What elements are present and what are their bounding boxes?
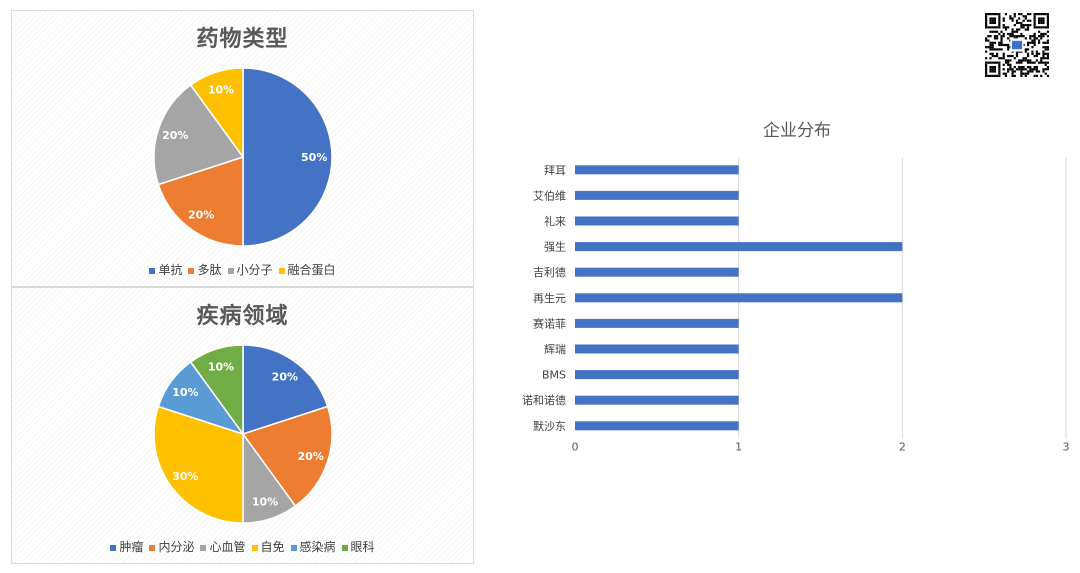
drug-type-slice-label: 50% bbox=[301, 151, 327, 164]
bar bbox=[575, 242, 903, 252]
drug-type-pie-chart: 50% 20% 20% 10% bbox=[153, 67, 333, 247]
drug-type-legend-item: 单抗 bbox=[149, 261, 182, 278]
bar bbox=[575, 395, 739, 405]
disease-area-chart-title: 疾病领域 bbox=[196, 304, 289, 329]
x-tick-label: 0 bbox=[572, 441, 579, 454]
disease-area-legend-item: 眼科 bbox=[341, 538, 375, 555]
category-label: 礼来 bbox=[544, 214, 566, 228]
drug-type-slice-label: 10% bbox=[208, 83, 234, 96]
legend-label: 感染病 bbox=[299, 540, 336, 554]
category-label: 辉瑞 bbox=[544, 342, 566, 356]
disease-area-slice-label: 30% bbox=[172, 470, 198, 483]
drug-type-slice bbox=[189, 67, 244, 160]
x-tick-label: 2 bbox=[899, 441, 906, 454]
x-tick-label: 3 bbox=[1063, 441, 1070, 454]
category-label: 吉利德 bbox=[533, 265, 566, 279]
legend-swatch bbox=[188, 267, 195, 274]
disease-area-slice bbox=[153, 405, 244, 524]
x-tick-label: 1 bbox=[735, 441, 742, 454]
bar bbox=[575, 370, 739, 380]
disease-area-pie-chart: 20% 20% 10% 30% 10% 10% bbox=[153, 344, 333, 524]
legend-swatch bbox=[200, 544, 207, 551]
drug-type-chart-panel: 药物类型 50% 20% 20% 10% 单抗 多肽 小分子 融合蛋白 bbox=[11, 10, 474, 287]
legend-swatch bbox=[290, 544, 297, 551]
company-chart-title: 企业分布 bbox=[763, 121, 831, 141]
disease-area-slice bbox=[241, 405, 333, 508]
disease-area-legend: 肿瘤 内分泌 心血管 自免 感染病 眼科 bbox=[12, 538, 473, 555]
drug-type-legend: 单抗 多肽 小分子 融合蛋白 bbox=[12, 261, 473, 278]
category-label: 艾伯维 bbox=[533, 188, 566, 202]
legend-swatch bbox=[110, 544, 117, 551]
drug-type-legend-item: 小分子 bbox=[227, 261, 273, 278]
bar bbox=[575, 318, 739, 328]
legend-swatch bbox=[149, 267, 156, 274]
disease-area-legend-item: 肿瘤 bbox=[110, 538, 143, 555]
disease-area-legend-item: 心血管 bbox=[200, 538, 246, 555]
bar bbox=[575, 267, 739, 277]
legend-label: 小分子 bbox=[236, 263, 273, 277]
legend-label: 单抗 bbox=[158, 263, 183, 277]
legend-swatch bbox=[341, 544, 348, 551]
category-label: 拜耳 bbox=[544, 164, 566, 177]
drug-type-slice bbox=[157, 155, 244, 247]
qr-code-icon bbox=[985, 13, 1049, 77]
category-label: 诺和诺德 bbox=[522, 393, 566, 407]
category-label: 再生元 bbox=[533, 291, 566, 305]
legend-label: 肿瘤 bbox=[119, 540, 144, 554]
bar bbox=[575, 421, 739, 431]
drug-type-chart-title: 药物类型 bbox=[196, 27, 289, 52]
bar bbox=[575, 190, 739, 200]
category-label: 默沙东 bbox=[533, 420, 566, 433]
drug-type-slice-label: 20% bbox=[162, 129, 188, 142]
drug-type-slice bbox=[242, 67, 333, 247]
bar bbox=[575, 216, 739, 226]
disease-area-legend-item: 自免 bbox=[251, 538, 285, 555]
legend-label: 眼科 bbox=[350, 540, 375, 554]
legend-label: 融合蛋白 bbox=[287, 263, 336, 277]
bar bbox=[575, 293, 903, 303]
disease-area-slice-label: 20% bbox=[298, 450, 324, 463]
bar bbox=[575, 165, 739, 175]
legend-label: 多肽 bbox=[197, 263, 222, 277]
category-label: 强生 bbox=[544, 240, 566, 254]
legend-label: 内分泌 bbox=[158, 540, 195, 554]
disease-area-slice-label: 10% bbox=[208, 360, 234, 373]
disease-area-slice-label: 10% bbox=[252, 496, 278, 509]
legend-swatch bbox=[227, 267, 234, 274]
disease-area-legend-item: 感染病 bbox=[290, 538, 336, 555]
legend-swatch bbox=[278, 267, 285, 274]
category-label: BMS bbox=[542, 369, 566, 382]
drug-type-slice-label: 20% bbox=[188, 209, 214, 222]
disease-area-slice bbox=[189, 344, 244, 437]
disease-area-slice-label: 10% bbox=[172, 386, 198, 399]
legend-label: 心血管 bbox=[209, 540, 246, 554]
category-label: 赛诺菲 bbox=[533, 316, 566, 330]
disease-area-slice-label: 20% bbox=[272, 370, 298, 383]
drug-type-legend-item: 多肽 bbox=[188, 261, 222, 278]
legend-swatch bbox=[149, 544, 156, 551]
disease-area-chart-panel: 疾病领域 20% 20% 10% 30% 10% 10% 肿瘤 内分泌 心血管 自免 感染病 眼科 bbox=[11, 287, 474, 564]
legend-swatch bbox=[251, 544, 258, 551]
bar bbox=[575, 344, 739, 354]
drug-type-slice bbox=[153, 83, 245, 186]
disease-area-legend-item: 内分泌 bbox=[149, 538, 194, 555]
disease-area-slice bbox=[242, 344, 329, 436]
legend-label: 自免 bbox=[260, 540, 285, 554]
drug-type-legend-item: 融合蛋白 bbox=[278, 261, 336, 278]
